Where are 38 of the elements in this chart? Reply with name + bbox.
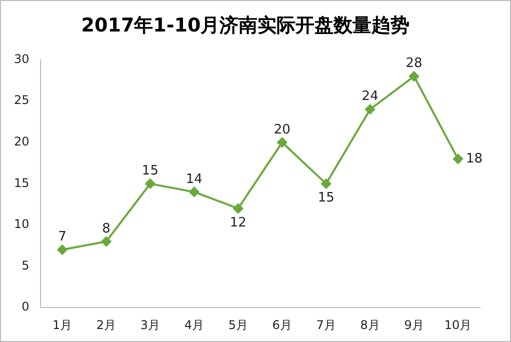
y-tick-label: 5 bbox=[22, 258, 30, 272]
x-tick-label: 8月 bbox=[360, 318, 380, 332]
data-label: 8 bbox=[102, 221, 110, 236]
x-tick-label: 4月 bbox=[184, 318, 204, 332]
point bbox=[57, 244, 68, 255]
y-tick-label: 30 bbox=[14, 52, 30, 66]
point bbox=[365, 104, 376, 114]
x-tick-label: 3月 bbox=[140, 318, 160, 332]
chart-title: 2017年1-10月济南实际开盘数量趋势 bbox=[81, 14, 410, 36]
point bbox=[189, 186, 200, 197]
point bbox=[101, 236, 112, 247]
y-tick-label: 20 bbox=[14, 134, 30, 149]
data-label: 18 bbox=[466, 151, 483, 166]
x-tick-label: 6月 bbox=[272, 318, 292, 332]
data-label: 15 bbox=[318, 190, 334, 206]
data-label: 15 bbox=[142, 164, 158, 179]
point bbox=[321, 178, 332, 189]
data-label: 12 bbox=[230, 215, 246, 230]
y-tick-label: 0 bbox=[22, 300, 30, 314]
data-label: 7 bbox=[58, 230, 66, 245]
x-tick-label: 9月 bbox=[404, 318, 424, 332]
x-tick-label: 5月 bbox=[228, 318, 248, 332]
point bbox=[145, 178, 156, 189]
y-tick-label: 15 bbox=[14, 176, 30, 190]
x-tick-label: 2月 bbox=[96, 318, 116, 332]
y-tick-label: 10 bbox=[14, 217, 30, 232]
data-label: 20 bbox=[274, 122, 290, 138]
y-tick-label: 25 bbox=[14, 93, 30, 108]
x-tick-label: 7月 bbox=[316, 318, 336, 332]
point bbox=[453, 154, 464, 164]
x-tick-label: 1月 bbox=[52, 318, 72, 332]
data-label: 14 bbox=[186, 172, 202, 187]
point bbox=[233, 203, 244, 214]
data-label: 28 bbox=[406, 56, 422, 72]
x-tick-label: 10月 bbox=[444, 318, 472, 332]
point bbox=[277, 137, 288, 148]
data-label: 24 bbox=[362, 89, 378, 104]
point bbox=[409, 71, 420, 82]
